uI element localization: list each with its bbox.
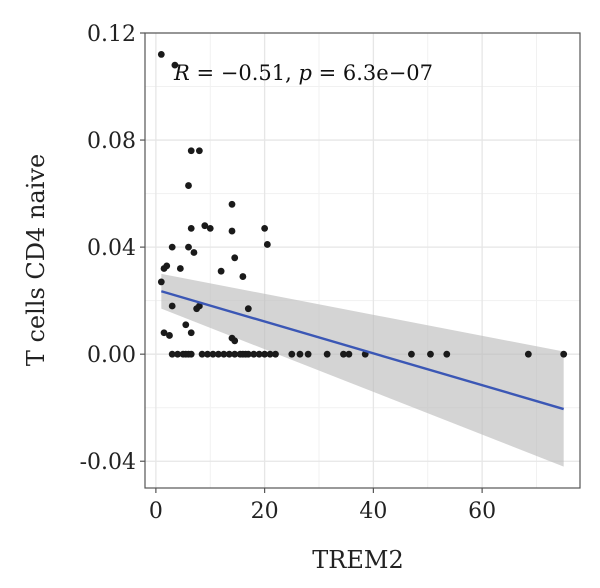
data-point bbox=[187, 350, 195, 358]
data-point bbox=[244, 350, 252, 358]
correlation-annotation: R = −0.51, p = 6.3e−07 bbox=[173, 61, 433, 85]
data-point bbox=[524, 350, 532, 358]
data-point bbox=[244, 305, 252, 313]
confidence-band bbox=[161, 273, 564, 467]
data-point bbox=[340, 350, 347, 358]
data-point bbox=[206, 224, 214, 232]
data-point bbox=[427, 350, 434, 358]
y-tick-label: 0.08 bbox=[87, 129, 136, 154]
data-point bbox=[228, 227, 236, 235]
y-tick-label: 0.12 bbox=[87, 22, 136, 47]
data-point bbox=[255, 350, 263, 358]
p-value: = 6.3e−07 bbox=[312, 61, 433, 85]
data-point bbox=[168, 302, 176, 310]
x-axis: 0 20 40 60 bbox=[149, 488, 496, 524]
data-point bbox=[239, 273, 247, 280]
data-point bbox=[266, 350, 274, 358]
data-point bbox=[171, 61, 179, 69]
data-point bbox=[195, 147, 203, 155]
data-point bbox=[185, 243, 192, 251]
data-point bbox=[220, 350, 228, 358]
data-point bbox=[217, 267, 225, 275]
data-point bbox=[261, 224, 269, 232]
data-point bbox=[174, 350, 182, 358]
data-point bbox=[187, 224, 195, 232]
data-point bbox=[182, 321, 190, 329]
data-point bbox=[304, 350, 312, 358]
r-value: = −0.51, bbox=[190, 61, 299, 85]
data-point bbox=[296, 350, 304, 358]
data-point bbox=[157, 51, 165, 58]
data-point bbox=[187, 147, 195, 155]
data-points bbox=[157, 51, 568, 358]
data-point bbox=[215, 350, 222, 358]
data-point bbox=[345, 350, 353, 358]
data-point bbox=[261, 350, 269, 358]
data-point bbox=[560, 350, 568, 358]
x-tick-label: 40 bbox=[359, 499, 387, 524]
data-point bbox=[168, 350, 176, 358]
x-axis-title: TREM2 bbox=[312, 546, 403, 574]
data-point bbox=[231, 337, 239, 345]
data-point bbox=[288, 350, 296, 358]
y-tick-label: 0.04 bbox=[87, 236, 136, 261]
data-point bbox=[209, 350, 217, 358]
data-point bbox=[168, 243, 176, 251]
data-point bbox=[187, 329, 195, 337]
data-point bbox=[250, 350, 258, 358]
data-point bbox=[231, 350, 239, 358]
data-point bbox=[408, 350, 415, 358]
x-tick-label: 60 bbox=[468, 499, 496, 524]
x-tick-label: 20 bbox=[251, 499, 279, 524]
plot-border bbox=[144, 32, 581, 489]
data-point bbox=[185, 182, 192, 189]
data-point bbox=[204, 350, 211, 358]
data-point bbox=[323, 350, 331, 358]
data-point bbox=[231, 254, 239, 262]
x-tick-label: 0 bbox=[149, 499, 163, 524]
p-symbol: p bbox=[298, 61, 311, 85]
data-point bbox=[193, 305, 201, 313]
data-point bbox=[198, 350, 206, 358]
data-point bbox=[190, 249, 198, 256]
data-point bbox=[201, 222, 209, 230]
y-tick-label: 0.00 bbox=[87, 343, 136, 368]
data-point bbox=[157, 278, 165, 286]
y-axis: 0.12 0.08 0.04 0.00 -0.04 bbox=[80, 22, 145, 475]
data-point bbox=[263, 241, 271, 248]
data-point bbox=[160, 265, 168, 272]
data-point bbox=[272, 350, 279, 358]
data-point bbox=[225, 350, 233, 358]
y-axis-title: T cells CD4 naive bbox=[22, 154, 50, 366]
data-point bbox=[176, 265, 184, 272]
r-symbol: R bbox=[173, 61, 190, 85]
data-point bbox=[443, 350, 451, 358]
data-point bbox=[166, 332, 173, 339]
data-point bbox=[228, 200, 236, 208]
regression-line bbox=[160, 290, 565, 411]
data-point bbox=[160, 329, 168, 337]
y-tick-label: -0.04 bbox=[80, 450, 136, 475]
